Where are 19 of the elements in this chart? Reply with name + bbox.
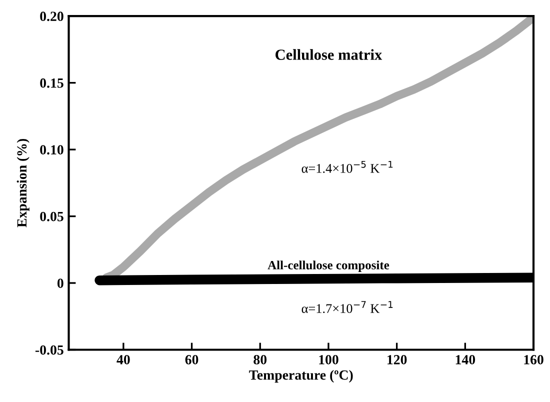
x-tick-label: 60	[185, 355, 198, 364]
x-tick-label: 100	[319, 355, 338, 364]
x-tick-label: 80	[254, 355, 267, 364]
annotation: α=1.4×10$^{−5}$ K$^{−1}$	[302, 160, 393, 173]
x-tick-label: 40	[116, 355, 130, 364]
y-tick-label: 0	[57, 278, 64, 288]
y-tick-label: 0.10	[40, 145, 64, 155]
x-tick-label: 140	[456, 355, 476, 364]
y-tick-label: 0.05	[40, 212, 64, 222]
x-axis-title: Temperature (ºC)	[249, 370, 353, 383]
y-tick-label: 0.20	[40, 12, 64, 22]
annotation: α=1.7×10$^{−7}$ K$^{−1}$	[302, 301, 393, 314]
text: Cellulose matrix	[276, 49, 382, 60]
y-tick-label: 0.15	[40, 78, 64, 88]
series-label: All-cellulose composite	[268, 260, 390, 272]
y-tick-label: -0.05	[35, 345, 64, 355]
x-tick-label: 160	[524, 355, 544, 364]
y-axis-title: Expansion (%)	[16, 138, 30, 228]
x-tick-label: 120	[388, 355, 407, 364]
